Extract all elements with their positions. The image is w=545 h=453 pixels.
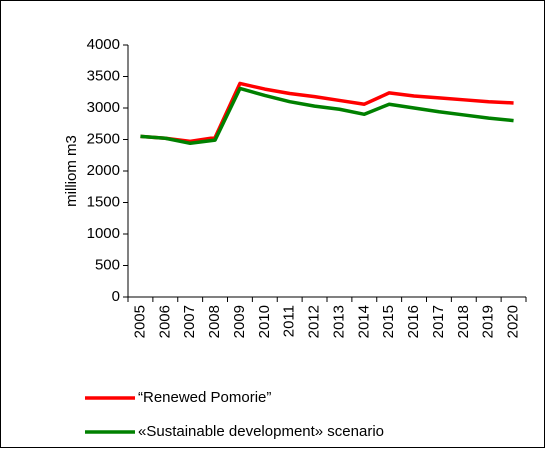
x-tick-label: 2015 (380, 305, 397, 338)
x-tick-label: 2009 (231, 305, 248, 338)
y-tick-label: 1500 (87, 193, 120, 210)
x-tick-label: 2013 (330, 305, 347, 338)
y-tick-label: 500 (95, 256, 120, 273)
series-line (140, 86, 514, 146)
x-tick-label: 2005 (131, 305, 148, 338)
x-tick-label: 2008 (206, 305, 223, 338)
series-line (140, 81, 514, 144)
y-tick-label: 3000 (87, 99, 120, 116)
x-tick-label: 2018 (455, 305, 472, 338)
x-tick-label: 2014 (355, 305, 372, 338)
x-tick-label: 2011 (281, 305, 298, 337)
x-tick-label: 2020 (505, 305, 522, 338)
y-tick-label: 0 (112, 288, 120, 305)
x-tick-label: 2010 (256, 305, 273, 338)
legend-label: “Renewed Pomorie” (138, 389, 271, 406)
x-tick-label: 2016 (405, 305, 422, 338)
x-tick-label: 2012 (306, 305, 323, 338)
y-tick-label: 4000 (87, 36, 120, 53)
y-axis-label: milliom m3 (63, 135, 80, 207)
x-tick-label: 2019 (480, 305, 497, 338)
y-tick-label: 2500 (87, 130, 120, 147)
legend-label: «Sustainable development» scenario (138, 423, 384, 440)
y-tick-label: 3500 (87, 67, 120, 84)
y-tick-label: 2000 (87, 162, 120, 179)
x-tick-label: 2017 (430, 305, 447, 338)
x-tick-label: 2006 (156, 305, 173, 338)
x-tick-label: 2007 (181, 305, 198, 338)
y-tick-label: 1000 (87, 225, 120, 242)
